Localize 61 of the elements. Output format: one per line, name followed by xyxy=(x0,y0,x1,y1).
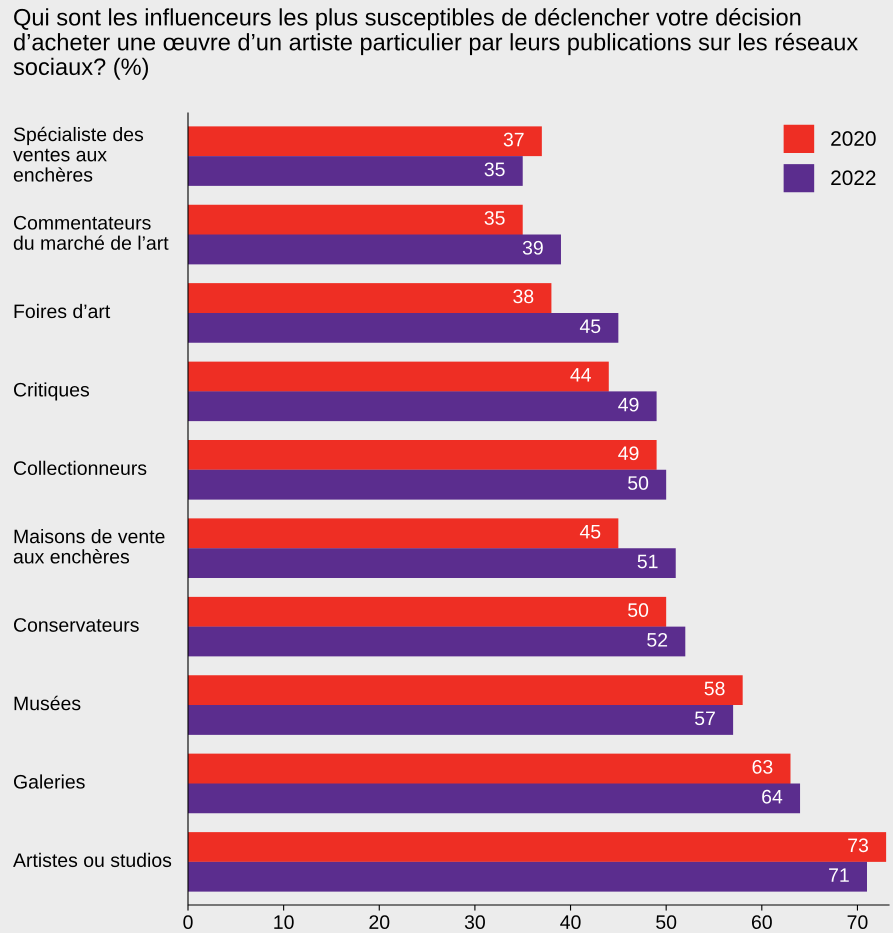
y-tick-label: Commentateurs du marché de l’art xyxy=(14,216,168,250)
data-label: 39 xyxy=(522,240,543,255)
y-tick-label: Artistes ou studios xyxy=(13,852,172,868)
data-label: 51 xyxy=(638,554,658,568)
data-label: 37 xyxy=(504,132,524,146)
x-tick-label: 40 xyxy=(560,915,581,930)
bar xyxy=(188,783,800,814)
legend-label: 2020 xyxy=(831,131,876,146)
x-tick-label: 10 xyxy=(274,915,294,930)
x-tick-label: 20 xyxy=(369,915,390,930)
data-label: 35 xyxy=(484,162,505,176)
data-label: 45 xyxy=(580,524,600,539)
y-tick-label: Collectionneurs xyxy=(14,460,146,476)
data-label: 45 xyxy=(580,320,600,334)
data-label: 38 xyxy=(513,290,534,304)
y-tick-label: Maisons de vente aux enchères xyxy=(14,529,165,564)
legend-label: 2022 xyxy=(831,170,876,186)
y-tick-label: Galeries xyxy=(14,774,85,789)
bar xyxy=(188,832,886,862)
x-tick-label: 30 xyxy=(464,915,485,930)
bar xyxy=(188,204,523,235)
bar xyxy=(188,156,523,186)
y-tick-label: Musées xyxy=(14,696,80,710)
data-label: 50 xyxy=(628,476,648,490)
bar xyxy=(188,548,676,578)
data-label: 52 xyxy=(647,632,668,647)
bar xyxy=(188,626,686,656)
bar xyxy=(188,518,618,548)
data-label: 49 xyxy=(618,398,638,412)
data-label: 63 xyxy=(752,760,772,774)
bar xyxy=(188,440,657,470)
y-tick-label: Foires d’art xyxy=(14,304,110,318)
bar xyxy=(188,391,657,422)
data-label: 57 xyxy=(695,712,715,726)
bar xyxy=(188,362,609,392)
data-label: 50 xyxy=(628,603,648,617)
data-label: 35 xyxy=(484,211,505,225)
data-label: 71 xyxy=(829,868,849,882)
x-tick-label: 70 xyxy=(848,915,868,930)
bar xyxy=(188,705,734,735)
bar xyxy=(188,234,561,264)
y-tick-label: Conservateurs xyxy=(14,618,139,632)
data-label: 73 xyxy=(848,838,868,852)
x-tick-label: 60 xyxy=(752,915,772,930)
bar xyxy=(188,675,743,706)
bar xyxy=(188,312,618,343)
y-tick-label: Critiques xyxy=(14,382,90,400)
bar xyxy=(188,754,790,784)
data-label: 64 xyxy=(762,790,782,804)
y-tick-label: Spécialiste des ventes aux enchères xyxy=(13,126,144,182)
chart-title: Qui sont les influenceurs les plus susceptibles de déclencher votre décision d’acheter une œuvre d’un artiste particulier par leurs publications sur les réseaux sociaux? (%) xyxy=(14,8,858,80)
x-tick-label: 50 xyxy=(656,915,676,930)
bar xyxy=(188,862,868,892)
bar xyxy=(188,470,666,500)
x-tick-label: 0 xyxy=(183,915,193,930)
bar xyxy=(188,596,666,627)
bar xyxy=(188,283,552,313)
data-label: 44 xyxy=(570,368,591,382)
bar xyxy=(188,126,542,156)
data-label: 49 xyxy=(618,446,638,460)
data-label: 58 xyxy=(704,682,725,696)
